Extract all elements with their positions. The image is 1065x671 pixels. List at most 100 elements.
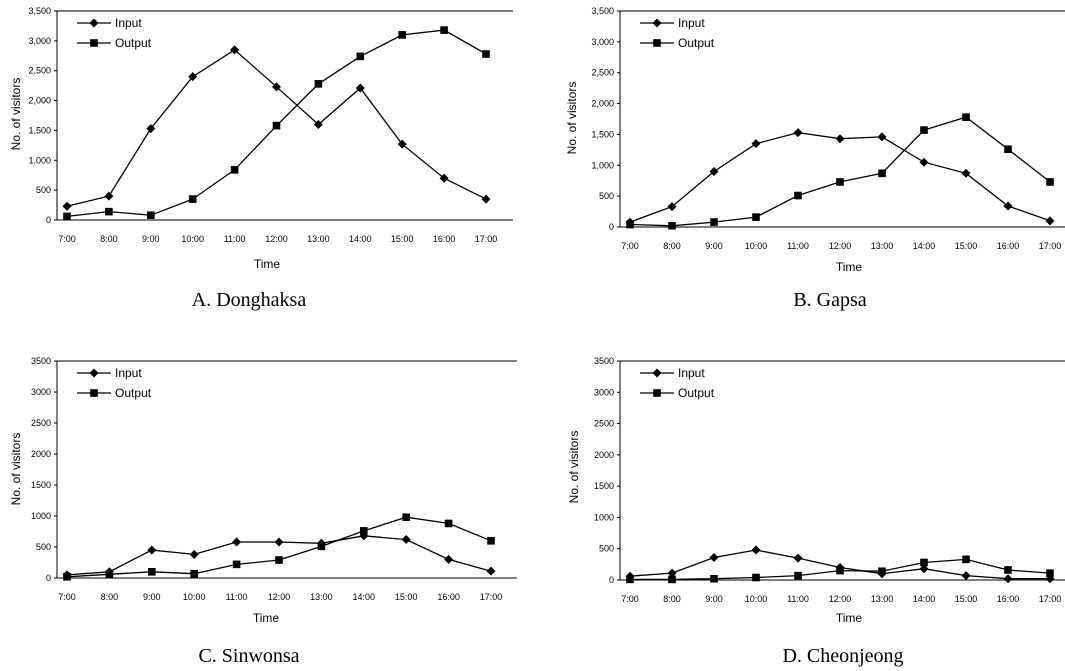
panel-d-output-point: [1004, 566, 1012, 574]
panel-c-x-tick-label: 10:00: [183, 592, 206, 602]
panel-a-y-tick-label: 2,000: [28, 96, 51, 106]
panel-b-caption: B. Gapsa: [793, 289, 866, 311]
panel-d-x-tick-label: 17:00: [1039, 594, 1062, 604]
panel-a-legend-input-label: Input: [115, 16, 142, 30]
panel-c-x-tick-label: 17:00: [480, 592, 503, 602]
panel-a-x-tick-label: 12:00: [265, 234, 288, 244]
panel-a-input-point: [272, 82, 281, 92]
panel-a-y-tick-label: 1,000: [28, 155, 51, 165]
panel-c-x-tick-label: 9:00: [143, 592, 161, 602]
panel-c-x-tick-label: 12:00: [268, 592, 291, 602]
panel-a-y-tick-label: 2,500: [28, 66, 51, 76]
panel-a-y-tick-label: 3,000: [28, 36, 51, 46]
panel-d-x-tick-label: 9:00: [705, 594, 723, 604]
panel-c-x-tick-label: 15:00: [395, 592, 418, 602]
panel-d-legend-output-marker: [653, 389, 661, 397]
panel-b-output-point: [836, 178, 844, 186]
panel-c-y-tick-label: 2000: [31, 449, 51, 459]
panel-b-output-point: [878, 169, 886, 178]
panel-a-ylabel: No. of visitors: [9, 78, 23, 151]
panel-a: A. Donghaksa Time No. of visitors 0 500 1,…: [9, 6, 513, 311]
panel-b-xlabel: Time: [836, 260, 863, 274]
panel-d-x-tick-label: 14:00: [913, 594, 936, 604]
panel-b-y-tick-label: 1,500: [591, 129, 614, 139]
panel-d-y-tick-label: 2500: [594, 419, 614, 429]
panel-b-output-point: [920, 126, 928, 134]
panel-c-output-point: [232, 560, 241, 569]
panel-a-y-tick-label: 3,500: [28, 6, 51, 16]
panel-d-x-tick-label: 7:00: [621, 594, 639, 604]
panel-a-y-tick-label: 1,500: [28, 125, 51, 135]
panel-a-caption: A. Donghaksa: [192, 289, 307, 311]
panel-d-output-point: [752, 573, 760, 582]
panel-a-y-tick-label: 500: [36, 185, 51, 195]
panel-d-output-point: [836, 566, 844, 575]
panel-d-x-tick-label: 13:00: [871, 594, 894, 604]
panel-a-input-point: [62, 201, 72, 211]
panel-b-x-tick-label: 13:00: [871, 241, 894, 251]
panel-c-input-point: [486, 566, 496, 576]
panel-d-legend-output-label: Output: [678, 386, 715, 400]
panel-a-output-point: [230, 166, 239, 174]
panel-b-output-point: [668, 221, 676, 230]
panel-a-input-point: [104, 191, 114, 201]
panel-b-input-line: [629, 131, 1051, 223]
panel-a-output-point: [314, 80, 323, 88]
panel-a-x-tick-label: 14:00: [349, 234, 372, 244]
panel-d-output-point: [626, 575, 634, 584]
panel-a-x-tick-label: 10:00: [181, 234, 204, 244]
panel-d-output-point: [920, 558, 928, 567]
panel-a-input-point: [439, 173, 449, 183]
panel-c-input-point: [189, 549, 199, 559]
panel-b: B. Gapsa Time No. of visitors 0 500 1,000 1…: [565, 6, 1065, 311]
panel-a-legend-output-marker: [90, 39, 98, 47]
panel-d-output-point: [962, 555, 970, 564]
panel-d-legend-input-marker: [652, 368, 662, 378]
panel-d-xlabel: Time: [836, 611, 863, 625]
panel-a-output-point: [482, 50, 490, 58]
panel-b-x-tick-label: 9:00: [705, 241, 723, 251]
panel-d-input-point: [793, 553, 803, 563]
panel-a-output-point: [63, 212, 71, 221]
panel-b-x-tick-label: 10:00: [745, 241, 768, 251]
panel-b-legend-input-marker: [652, 18, 662, 28]
panel-a-input-point: [397, 139, 407, 149]
panel-c-x-tick-label: 8:00: [101, 592, 119, 602]
panel-a-input-point: [481, 194, 491, 204]
panel-c-output-point: [444, 519, 453, 528]
panel-b-input-point: [709, 166, 719, 176]
panel-b-input-point: [919, 157, 929, 167]
panel-d-y-tick-label: 1000: [594, 512, 614, 522]
panel-d-y-tick-label: 3500: [594, 356, 614, 366]
panel-c-legend-output-label: Output: [115, 386, 152, 400]
panel-a-input-point: [188, 72, 198, 82]
panel-a-x-tick-label: 17:00: [475, 234, 498, 244]
panel-c-caption: C. Sinwonsa: [198, 645, 299, 667]
panel-c-y-tick-label: 1000: [31, 511, 51, 521]
panel-b-y-tick-label: 3,000: [591, 37, 614, 47]
panel-d-input-point: [1003, 574, 1013, 584]
panel-a-x-tick-label: 8:00: [100, 234, 118, 244]
panel-d-input-point: [751, 545, 761, 555]
panel-b-ylabel: No. of visitors: [565, 82, 579, 155]
panel-a-x-tick-label: 7:00: [58, 234, 76, 244]
panel-a-output-point: [188, 195, 197, 203]
panel-a-output-point: [398, 31, 406, 39]
panel-c-output-point: [105, 570, 114, 579]
panel-b-output-point: [710, 218, 718, 226]
panel-b-output-point: [752, 213, 760, 221]
panel-b-y-tick-label: 2,000: [591, 99, 614, 109]
panel-c-legend-input-label: Input: [115, 366, 142, 380]
panel-b-output-point: [1046, 178, 1054, 186]
panel-c-output-point: [190, 569, 198, 578]
panel-a-x-tick-label: 16:00: [433, 234, 456, 244]
panel-a-legend-output-label: Output: [115, 36, 152, 50]
panel-d-x-tick-label: 11:00: [787, 594, 809, 604]
panel-a-legend-input-marker: [89, 18, 99, 28]
panel-c-output-point: [275, 556, 283, 564]
panel-c-x-tick-label: 11:00: [226, 592, 248, 602]
panel-c-y-tick-label: 500: [36, 542, 51, 552]
panel-c-y-tick-label: 3000: [31, 387, 51, 397]
panel-c-legend-input-marker: [89, 368, 99, 378]
panel-c-x-tick-label: 7:00: [58, 592, 76, 602]
